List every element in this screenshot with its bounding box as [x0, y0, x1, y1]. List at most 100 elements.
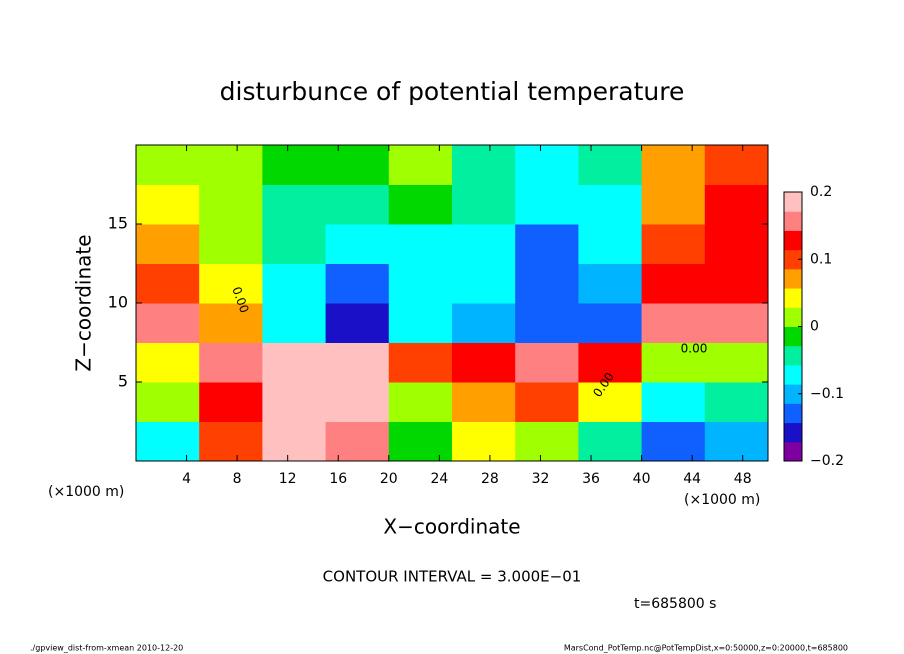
cell [262, 421, 327, 462]
cell [325, 263, 390, 304]
x-tick-label: 40 [633, 471, 651, 487]
cell [136, 303, 200, 343]
cell [262, 224, 327, 264]
cell [136, 342, 200, 383]
x-tick-label: 36 [582, 471, 600, 487]
x-unit: (×1000 m) [48, 484, 124, 500]
cell [199, 184, 263, 225]
cell [388, 263, 453, 304]
contour-label: 0.00 [681, 342, 708, 356]
cell [578, 145, 643, 185]
cell [262, 342, 327, 383]
cell [136, 224, 200, 264]
y-tick-label: 5 [118, 372, 128, 391]
colorbar-band [784, 384, 802, 404]
cell [452, 421, 516, 462]
cell [578, 342, 643, 383]
cell [325, 224, 390, 264]
cell [262, 184, 327, 225]
cell [704, 342, 769, 383]
y-tick-label: 10 [108, 293, 128, 312]
cell [578, 382, 643, 422]
cell [641, 224, 706, 264]
cell [515, 421, 579, 462]
colorbar-tick-label: −0.2 [810, 453, 844, 469]
cell [388, 382, 453, 422]
cell [515, 382, 579, 422]
cell [199, 421, 263, 462]
cell [452, 303, 516, 343]
x-tick-label: 16 [329, 471, 347, 487]
cell [325, 421, 390, 462]
cell [199, 342, 263, 383]
colorbar-band [784, 230, 802, 251]
cell [641, 421, 706, 462]
cell [325, 342, 390, 383]
colorbar-band [784, 441, 802, 462]
cell [136, 421, 200, 462]
footer: ./gpview_dist-from-xmean 2010-12-20 [30, 644, 183, 653]
x-tick-label: 28 [481, 471, 499, 487]
x-tick-label: 12 [279, 471, 297, 487]
cell [515, 303, 579, 343]
colorbar-tick-label: 0.1 [810, 251, 832, 267]
cell [704, 224, 769, 264]
cell [199, 263, 263, 304]
colorbar-band [784, 211, 802, 231]
cell [388, 184, 453, 225]
cell [704, 184, 769, 225]
contour-interval: CONTOUR INTERVAL = 3.000E−01 [323, 568, 582, 586]
x-tick-label: 32 [532, 471, 550, 487]
x-tick-label: 48 [734, 471, 752, 487]
cell [452, 224, 516, 264]
colorbar-band [784, 307, 802, 327]
cell [641, 342, 706, 383]
cell [578, 224, 643, 264]
x-unit: (×1000 m) [684, 492, 760, 508]
x-tick-label: 24 [430, 471, 448, 487]
cell [704, 303, 769, 343]
cell [262, 263, 327, 304]
y-axis-label: Z−coordinate [72, 234, 96, 371]
cell [199, 382, 263, 422]
cell [704, 145, 769, 185]
cell [452, 145, 516, 185]
cell [578, 303, 643, 343]
cell [262, 303, 327, 343]
x-axis-label: X−coordinate [383, 515, 520, 539]
cell [136, 263, 200, 304]
x-tick-label: 44 [683, 471, 701, 487]
x-tick-label: 8 [233, 471, 242, 487]
cell [262, 382, 327, 422]
colorbar-band [784, 422, 802, 443]
cell [515, 184, 579, 225]
chart-title: disturbunce of potential temperature [220, 77, 685, 106]
cell [199, 224, 263, 264]
cell [641, 382, 706, 422]
colorbar-tick-label: 0.2 [810, 184, 832, 200]
cell [325, 184, 390, 225]
cell [515, 145, 579, 185]
cell [388, 145, 453, 185]
cell [136, 184, 200, 225]
colorbar-band [784, 326, 802, 347]
colorbar-band [784, 345, 802, 366]
cell [578, 184, 643, 225]
cell [641, 263, 706, 304]
cell [199, 303, 263, 343]
cell [136, 145, 200, 185]
cell [704, 382, 769, 422]
cell [515, 263, 579, 304]
colorbar-band [784, 364, 802, 385]
cell [515, 342, 579, 383]
cell [388, 224, 453, 264]
cell [325, 303, 390, 343]
cell [578, 263, 643, 304]
cell [578, 421, 643, 462]
cell [515, 224, 579, 264]
cell [325, 145, 390, 185]
cell [704, 263, 769, 304]
cell [641, 145, 706, 185]
cell [452, 342, 516, 383]
